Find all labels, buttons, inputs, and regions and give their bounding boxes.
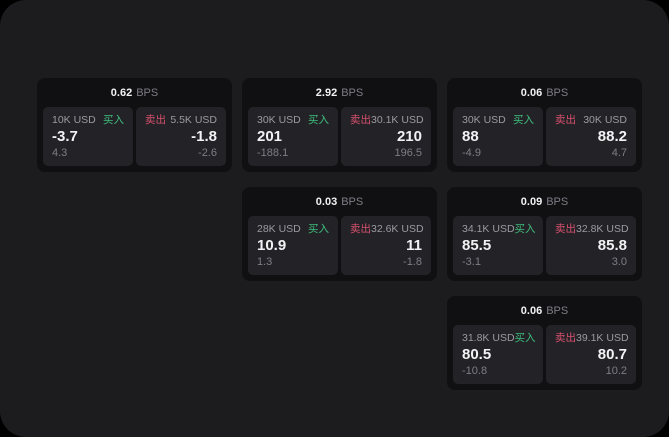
- buy-side-label: 买入: [308, 114, 329, 126]
- bps-value: 2.92: [315, 86, 338, 99]
- buy-price: 88: [462, 128, 479, 145]
- buy-price: 10.9: [257, 237, 287, 254]
- quote-card: 0.06 BPS 30K USD 买入 88 -4.9 卖出 30K USD: [447, 78, 642, 172]
- buy-price: 201: [257, 128, 283, 145]
- bps-unit: BPS: [546, 195, 569, 208]
- panels: 34.1K USD 买入 85.5 -3.1 卖出 32.8K USD 85.8…: [447, 216, 642, 281]
- quote-card: 0.03 BPS 28K USD 买入 10.9 1.3 卖出 32.6K US…: [242, 187, 437, 281]
- sell-price: 85.8: [597, 237, 627, 254]
- bps-unit: BPS: [546, 86, 569, 99]
- sell-side-label: 卖出: [145, 114, 166, 126]
- sell-sub-value: -1.8: [403, 256, 422, 268]
- quote-card: 0.06 BPS 31.8K USD 买入 80.5 -10.8 卖出 39.1…: [447, 296, 642, 390]
- sell-sub-value: 3.0: [611, 256, 627, 268]
- buy-amount: 10K USD: [52, 114, 96, 126]
- buy-sub-value: 4.3: [52, 147, 68, 159]
- buy-side-label: 买入: [514, 332, 536, 344]
- bps-header: 0.62 BPS: [37, 78, 232, 107]
- bps-header: 0.06 BPS: [447, 78, 642, 107]
- bps-unit: BPS: [546, 304, 569, 317]
- quote-cards-grid: 0.62 BPS 10K USD 买入 -3.7 4.3 卖出 5.5K USD: [37, 78, 642, 390]
- sell-panel[interactable]: 卖出 39.1K USD 80.7 10.2: [546, 325, 636, 384]
- quote-card: 0.62 BPS 10K USD 买入 -3.7 4.3 卖出 5.5K USD: [37, 78, 232, 172]
- panels: 30K USD 买入 201 -188.1 卖出 30.1K USD 210 1…: [242, 107, 437, 172]
- bps-header: 0.03 BPS: [242, 187, 437, 216]
- sell-side-label: 卖出: [555, 332, 576, 344]
- bps-header: 0.06 BPS: [447, 296, 642, 325]
- sell-price: 11: [406, 237, 422, 254]
- bps-header: 2.92 BPS: [242, 78, 437, 107]
- sell-price: 210: [396, 128, 422, 145]
- buy-sub-value: -3.1: [462, 256, 481, 268]
- sell-sub-value: 4.7: [611, 147, 627, 159]
- sell-price: 88.2: [597, 128, 627, 145]
- sell-panel[interactable]: 卖出 32.8K USD 85.8 3.0: [546, 216, 636, 275]
- sell-side-label: 卖出: [555, 223, 576, 235]
- sell-sub-value: 10.2: [605, 365, 627, 377]
- buy-amount: 28K USD: [257, 223, 301, 235]
- panels: 31.8K USD 买入 80.5 -10.8 卖出 39.1K USD 80.…: [447, 325, 642, 390]
- panels: 30K USD 买入 88 -4.9 卖出 30K USD 88.2 4.7: [447, 107, 642, 172]
- buy-panel[interactable]: 34.1K USD 买入 85.5 -3.1: [453, 216, 543, 275]
- sell-panel[interactable]: 卖出 32.6K USD 11 -1.8: [341, 216, 431, 275]
- buy-panel[interactable]: 30K USD 买入 201 -188.1: [248, 107, 338, 166]
- buy-price: 85.5: [462, 237, 492, 254]
- buy-sub-value: 1.3: [257, 256, 273, 268]
- buy-side-label: 买入: [513, 114, 534, 126]
- buy-sub-value: -188.1: [257, 147, 289, 159]
- sell-amount: 30K USD: [583, 114, 627, 126]
- sell-amount: 32.6K USD: [371, 223, 424, 235]
- sell-sub-value: 196.5: [394, 147, 422, 159]
- buy-amount: 34.1K USD: [462, 223, 515, 235]
- buy-side-label: 买入: [308, 223, 329, 235]
- bps-value: 0.62: [110, 86, 133, 99]
- buy-panel[interactable]: 30K USD 买入 88 -4.9: [453, 107, 543, 166]
- bps-unit: BPS: [341, 195, 364, 208]
- buy-sub-value: -10.8: [462, 365, 488, 377]
- bps-value: 0.06: [520, 304, 543, 317]
- bps-value: 0.03: [315, 195, 338, 208]
- buy-amount: 30K USD: [462, 114, 506, 126]
- bps-unit: BPS: [136, 86, 159, 99]
- buy-price: -3.7: [52, 128, 78, 145]
- panels: 10K USD 买入 -3.7 4.3 卖出 5.5K USD -1.8 -2.…: [37, 107, 232, 172]
- sell-side-label: 卖出: [555, 114, 576, 126]
- sell-side-label: 卖出: [350, 114, 371, 126]
- buy-sub-value: -4.9: [462, 147, 481, 159]
- buy-panel[interactable]: 10K USD 买入 -3.7 4.3: [43, 107, 133, 166]
- sell-panel[interactable]: 卖出 5.5K USD -1.8 -2.6: [136, 107, 226, 166]
- buy-price: 80.5: [462, 346, 492, 363]
- bps-header: 0.09 BPS: [447, 187, 642, 216]
- buy-panel[interactable]: 28K USD 买入 10.9 1.3: [248, 216, 338, 275]
- sell-sub-value: -2.6: [198, 147, 217, 159]
- buy-panel[interactable]: 31.8K USD 买入 80.5 -10.8: [453, 325, 543, 384]
- buy-side-label: 买入: [514, 223, 536, 235]
- sell-amount: 39.1K USD: [576, 332, 629, 344]
- sell-amount: 5.5K USD: [170, 114, 217, 126]
- sell-panel[interactable]: 卖出 30K USD 88.2 4.7: [546, 107, 636, 166]
- bps-unit: BPS: [341, 86, 364, 99]
- sell-side-label: 卖出: [350, 223, 371, 235]
- sell-panel[interactable]: 卖出 30.1K USD 210 196.5: [341, 107, 431, 166]
- panels: 28K USD 买入 10.9 1.3 卖出 32.6K USD 11 -1.8: [242, 216, 437, 281]
- sell-price: 80.7: [597, 346, 627, 363]
- sell-amount: 32.8K USD: [576, 223, 629, 235]
- sell-price: -1.8: [191, 128, 217, 145]
- quote-card: 2.92 BPS 30K USD 买入 201 -188.1 卖出 30.1K …: [242, 78, 437, 172]
- buy-side-label: 买入: [103, 114, 124, 126]
- bps-value: 0.06: [520, 86, 543, 99]
- buy-amount: 30K USD: [257, 114, 301, 126]
- bps-value: 0.09: [520, 195, 543, 208]
- sell-amount: 30.1K USD: [371, 114, 424, 126]
- quote-card: 0.09 BPS 34.1K USD 买入 85.5 -3.1 卖出 32.8K…: [447, 187, 642, 281]
- buy-amount: 31.8K USD: [462, 332, 515, 344]
